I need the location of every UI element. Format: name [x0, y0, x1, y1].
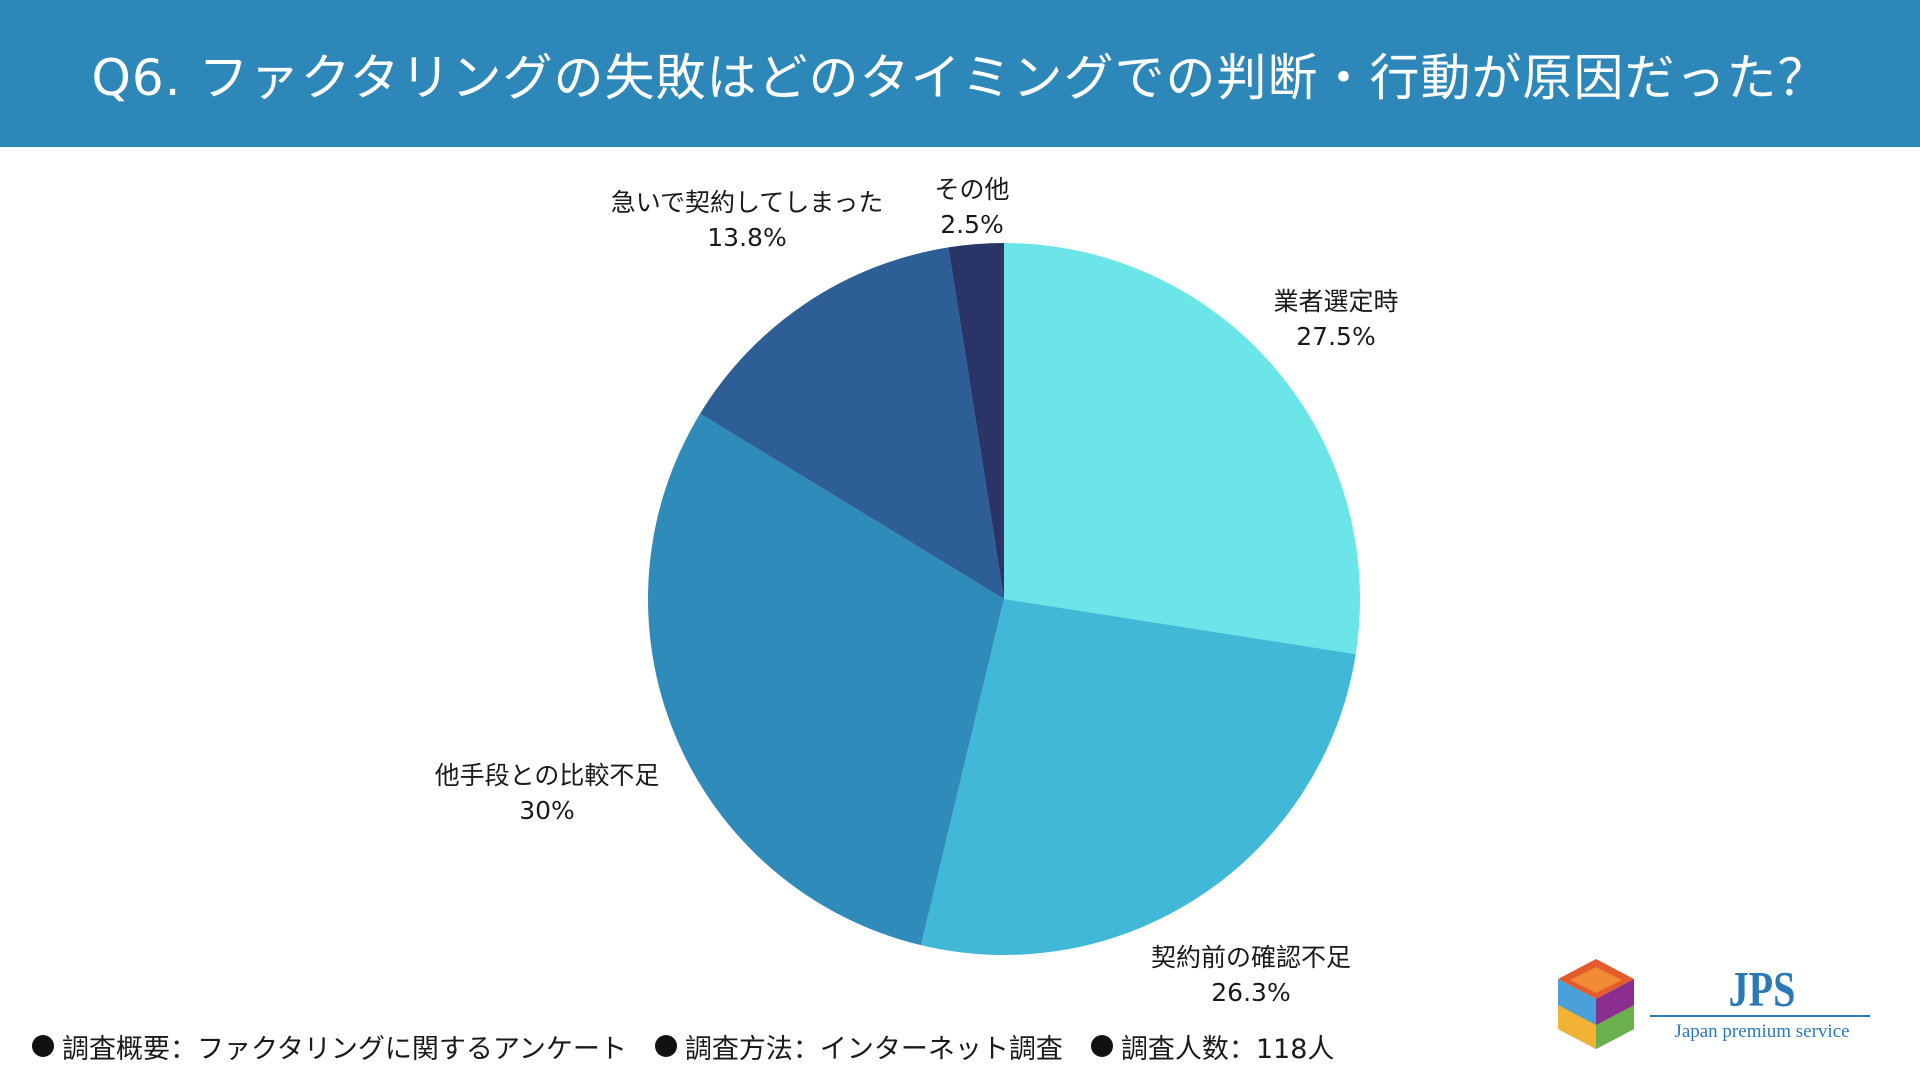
slice-value-label: 30% [519, 796, 575, 825]
slice-value-label: 2.5% [940, 210, 1004, 239]
logo-name: JPS [1728, 960, 1796, 1017]
bullet-icon [32, 1035, 54, 1057]
logo-subtitle: Japan premium service [1674, 1021, 1850, 1042]
slice-label: 他手段との比較不足 [435, 761, 660, 790]
jps-logo: JPS Japan premium service [1554, 955, 1874, 1065]
title-banner: Q6. ファクタリングの失敗はどのタイミングでの判断・行動が原因だった？ [0, 0, 1920, 147]
page-title: Q6. ファクタリングの失敗はどのタイミングでの判断・行動が原因だった？ [91, 48, 1829, 107]
slice-value-label: 13.8% [707, 223, 786, 252]
pie-slice-4 [700, 247, 1004, 600]
survey-method-text: 調査方法：インターネット調査 [684, 1033, 1063, 1065]
cube-logo-icon [1558, 959, 1634, 1049]
pie-slice-5 [948, 243, 1004, 599]
survey-footer: 調査概要：ファクタリングに関するアンケート 調査方法：インターネット調査 調査人… [32, 1026, 1334, 1066]
slice-label: 契約前の確認不足 [1151, 943, 1351, 972]
survey-note-count: 調査人数：118人 [1090, 1027, 1335, 1066]
logo-divider [1650, 1015, 1870, 1017]
survey-note-method: 調査方法：インターネット調査 [654, 1027, 1063, 1066]
slice-value-label: 26.3% [1211, 978, 1290, 1007]
survey-note-overview: 調査概要：ファクタリングに関するアンケート [32, 1027, 627, 1066]
slice-label: 業者選定時 [1273, 287, 1398, 316]
slice-value-label: 27.5% [1296, 322, 1375, 351]
survey-count-text: 調査人数：118人 [1120, 1033, 1335, 1065]
pie-chart: 業者選定時 27.5% 契約前の確認不足 26.3% 他手段との比較不足 30% 急いで契約… [435, 175, 1399, 1007]
survey-overview-text: 調査概要：ファクタリングに関するアンケート [62, 1033, 627, 1065]
bullet-icon [1090, 1035, 1113, 1057]
pie-slice-3 [648, 413, 1004, 946]
bullet-icon [654, 1035, 677, 1057]
slice-label: その他 [934, 175, 1009, 204]
pie-slice-1 [1004, 243, 1360, 655]
slice-label: 急いで契約してしまった [611, 188, 884, 217]
pie-slice-2 [920, 599, 1356, 955]
